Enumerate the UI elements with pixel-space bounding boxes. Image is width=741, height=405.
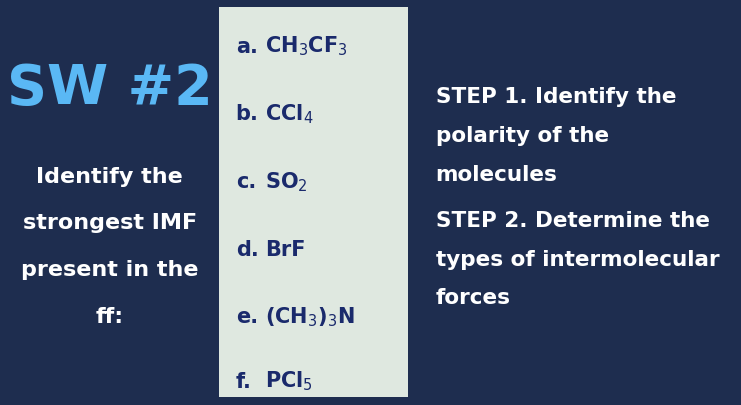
Text: (CH$_3$)$_3$N: (CH$_3$)$_3$N (265, 305, 355, 328)
Text: polarity of the: polarity of the (436, 126, 609, 146)
Text: CH$_3$CF$_3$: CH$_3$CF$_3$ (265, 35, 348, 58)
Text: d.: d. (236, 239, 259, 259)
Text: SW #2: SW #2 (7, 62, 213, 116)
Text: types of intermolecular: types of intermolecular (436, 249, 720, 269)
Text: e.: e. (236, 307, 258, 327)
Text: CCl$_4$: CCl$_4$ (265, 102, 313, 126)
Text: forces: forces (436, 288, 511, 308)
Text: a.: a. (236, 36, 258, 57)
Text: SO$_2$: SO$_2$ (265, 170, 308, 193)
Text: strongest IMF: strongest IMF (23, 213, 196, 233)
Text: c.: c. (236, 171, 256, 192)
Text: PCl$_5$: PCl$_5$ (265, 369, 313, 392)
Text: Identify the: Identify the (36, 166, 183, 186)
FancyBboxPatch shape (219, 8, 408, 397)
Text: molecules: molecules (436, 164, 557, 184)
Text: present in the: present in the (21, 259, 199, 279)
Text: STEP 1. Identify the: STEP 1. Identify the (436, 87, 677, 107)
Text: f.: f. (236, 371, 251, 391)
Text: STEP 2. Determine the: STEP 2. Determine the (436, 211, 710, 231)
Text: BrF: BrF (265, 239, 306, 259)
Text: ff:: ff: (96, 306, 124, 326)
Text: b.: b. (236, 104, 259, 124)
